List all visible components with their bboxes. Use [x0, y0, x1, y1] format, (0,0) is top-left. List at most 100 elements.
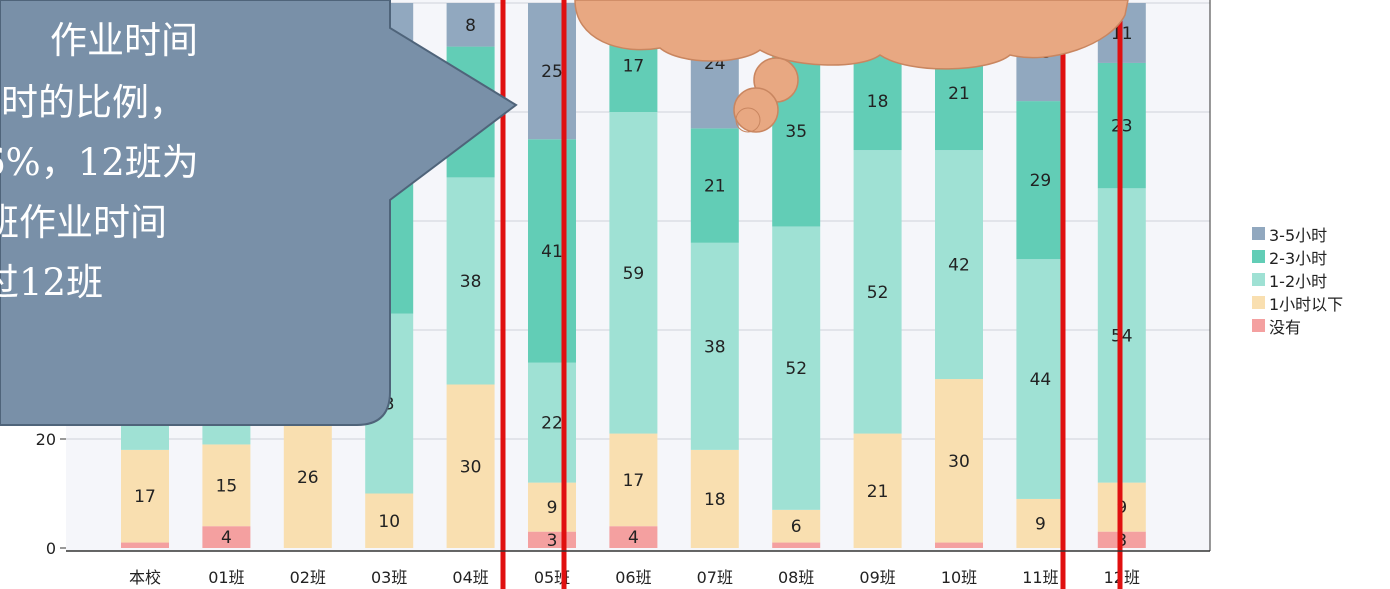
bar-segment	[1016, 101, 1065, 260]
bar-segment	[853, 150, 902, 434]
segment-label: 17	[134, 487, 156, 507]
callout-line-4: 班作业时间	[0, 201, 167, 244]
legend-label: 3-5小时	[1269, 225, 1328, 245]
bar-segment	[935, 150, 983, 380]
bar-segment	[1016, 498, 1065, 548]
segment-label: 6	[791, 517, 802, 537]
segment-label: 41	[541, 242, 563, 262]
segment-label: 42	[948, 256, 970, 276]
legend-item: 没有	[1252, 314, 1343, 337]
legend-label: 没有	[1269, 317, 1302, 337]
x-tick-label: 07班	[697, 568, 733, 587]
bar-segment	[690, 449, 739, 548]
bar-segment	[935, 379, 983, 543]
segment-label: 38	[460, 272, 482, 292]
legend-swatch	[1252, 273, 1265, 286]
segment-label: 4	[221, 528, 232, 548]
bar-segment	[121, 542, 169, 548]
x-tick-label: 本校	[129, 568, 161, 587]
segment-label: 18	[867, 92, 889, 112]
legend-label: 1-2小时	[1269, 271, 1328, 291]
thought-cloud-shape	[574, 0, 1129, 70]
bar-segment	[528, 139, 576, 363]
x-tick-label: 03班	[371, 568, 407, 587]
segment-label: 4	[628, 528, 639, 548]
bar-segment	[446, 177, 495, 385]
x-tick-label: 01班	[208, 568, 244, 587]
segment-label: 21	[704, 177, 726, 197]
bar-segment	[202, 526, 251, 548]
bar-segment	[528, 362, 576, 483]
legend-swatch	[1252, 227, 1265, 240]
x-tick-label: 10班	[941, 568, 977, 587]
bar-segment	[528, 3, 576, 140]
y-tick-labels: 0 20	[36, 430, 66, 558]
segment-label: 26	[297, 468, 319, 488]
legend-item: 3-5小时	[1252, 222, 1343, 245]
x-tick-label: 11班	[1022, 568, 1058, 587]
legend-swatch	[1252, 296, 1265, 309]
legend-item: 1-2小时	[1252, 268, 1343, 291]
segment-label: 35	[785, 122, 807, 142]
bar-segment	[446, 3, 495, 47]
y-tick-label: 20	[36, 430, 56, 449]
segment-label: 17	[623, 471, 645, 491]
segment-label: 21	[867, 482, 889, 502]
bar-segment	[528, 482, 576, 532]
segment-label: 38	[704, 337, 726, 357]
segment-label: 18	[704, 490, 726, 510]
segment-label: 29	[1030, 171, 1052, 191]
segment-label: 44	[1030, 370, 1052, 390]
thought-dot-small-inner	[735, 107, 761, 133]
x-tick-label: 04班	[452, 568, 488, 587]
bar-segment	[690, 128, 739, 243]
bar-segment	[690, 242, 739, 450]
segment-label: 30	[460, 457, 482, 477]
callout-shape	[0, 0, 518, 426]
segment-label: 22	[541, 414, 563, 434]
legend-label: 2-3小时	[1269, 248, 1328, 268]
x-tick-label: 02班	[290, 568, 326, 587]
segment-label: 15	[216, 476, 238, 496]
bar-segment	[609, 526, 658, 548]
bar-segment	[1016, 259, 1065, 499]
bar-segment	[772, 226, 821, 510]
segment-label: 59	[623, 264, 645, 284]
bar-segment	[935, 542, 983, 548]
segment-label: 10	[378, 512, 400, 532]
callout-line-5: 过12班	[0, 261, 104, 304]
segment-label: 25	[541, 62, 563, 82]
callout-line-3: 6%，12班为	[0, 141, 199, 184]
x-tick-label: 06班	[615, 568, 651, 587]
bar-segment	[609, 433, 658, 527]
segment-label: 9	[1035, 514, 1046, 534]
x-tick-label: 09班	[859, 568, 895, 587]
legend-label: 1小时以下	[1269, 294, 1344, 314]
y-tick-label: 0	[46, 539, 56, 558]
segment-label: 52	[785, 359, 807, 379]
callout-line-2: 小时的比例，	[0, 81, 186, 124]
bar-segment	[853, 52, 902, 151]
callout-line-1: 作业时间	[50, 19, 198, 62]
segment-label: 8	[465, 16, 476, 36]
segment-label: 21	[948, 84, 970, 104]
x-tick-label: 08班	[778, 568, 814, 587]
segment-label: 3	[547, 531, 558, 551]
x-tick-label: 05班	[534, 568, 570, 587]
bar-segment	[772, 542, 821, 548]
legend-swatch	[1252, 250, 1265, 263]
segment-label: 30	[948, 452, 970, 472]
legend-item: 1小时以下	[1252, 291, 1343, 314]
speech-callout: 作业时间 小时的比例， 6%，12班为 班作业时间 过12班	[0, 0, 520, 434]
legend-item: 2-3小时	[1252, 245, 1343, 268]
bar-segment	[283, 406, 332, 548]
bar-segment	[853, 433, 902, 548]
segment-label: 52	[867, 283, 889, 303]
thought-dot-small	[733, 87, 779, 133]
bar-segment	[446, 384, 495, 548]
segment-label: 9	[547, 498, 558, 518]
legend-swatch	[1252, 319, 1265, 332]
chart-legend: 3-5小时 2-3小时 1-2小时 1小时以下没有	[1252, 222, 1343, 337]
bar-segment	[202, 444, 251, 527]
